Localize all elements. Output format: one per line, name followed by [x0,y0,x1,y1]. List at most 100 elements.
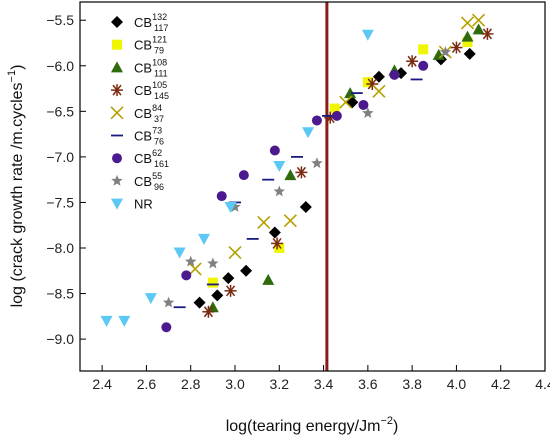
data-point [463,47,476,60]
x-tick-label: 3.8 [402,376,422,392]
data-point [331,110,342,121]
data-point [283,214,297,228]
data-point [198,233,210,245]
data-point [462,37,473,48]
legend-label: CB121 79 [134,35,167,56]
legend-marker [111,198,123,210]
y-tick-label: −6.0 [46,58,74,74]
data-point [311,115,322,126]
data-point [188,262,202,276]
data-point [211,289,224,302]
legend-marker [111,16,123,28]
legend-item: CB55 96 [111,171,164,192]
legend-item: CB62 161 [112,148,169,169]
x-tick-label: 4.2 [491,376,511,392]
series-5 [173,78,423,309]
data-point [216,191,227,202]
data-point [193,296,206,309]
data-points [100,13,494,333]
data-point [224,202,237,213]
data-point [460,16,475,30]
data-point [439,46,452,57]
legend-item: CB108 111 [111,57,168,78]
data-point [269,145,280,156]
data-point [207,277,218,288]
data-point [295,166,308,179]
series-8 [100,29,374,327]
legend-item: NR [111,197,153,212]
x-tick-label: 3.0 [225,376,245,392]
legend-marker [110,106,124,120]
series-7 [162,46,452,308]
y-tick-label: −5.5 [46,12,74,28]
data-point [257,215,271,230]
data-point [238,170,249,181]
legend-label: CB84 37 [134,103,164,124]
y-tick-label: −6.5 [46,103,74,119]
data-point [311,157,323,169]
data-point [144,293,157,305]
legend-item: CB73 76 [111,126,164,147]
data-point [362,107,374,119]
legend-item: CB84 37 [110,103,164,124]
x-tick-label: 3.2 [270,376,290,392]
plot-frame [79,1,546,372]
y-axis-title: log (crack growth rate /m.cycles−1) [6,65,26,308]
series-6 [161,60,429,333]
data-point [339,95,353,109]
data-point [472,23,485,35]
legend-label: CB108 111 [134,57,168,78]
data-point [274,243,285,253]
x-tick-label: 4.4 [535,376,550,392]
axis-ticks: 2.4 2.6 2.8 3.0 3.2 3.4 3.6 3.8 4.0 4.2 4.4 −5.5 −6.… [46,12,550,392]
legend-label: CB62 161 [134,148,169,169]
data-point [362,77,373,88]
data-point [273,185,285,197]
x-tick-label: 3.6 [358,376,378,392]
data-point [302,127,315,139]
x-tick-label: 2.4 [92,376,112,392]
data-point [268,226,281,239]
y-tick-label: −8.5 [46,286,74,302]
data-point [273,161,286,172]
x-tick-label: 4.0 [447,376,467,392]
data-point [299,201,312,213]
data-point [472,13,486,27]
data-point [228,245,242,260]
legend-item: CB132 117 [111,12,168,33]
data-point [418,60,429,71]
series-4 [188,13,486,276]
data-point [358,99,369,110]
legend-item: CB121 79 [112,35,167,56]
legend-marker [111,174,123,186]
series-1 [207,37,473,288]
data-point [361,29,374,41]
legend-marker [112,39,122,50]
data-point [181,270,192,281]
y-tick-label: −8.0 [46,240,74,256]
legend-label: CB55 96 [134,171,164,192]
data-point [329,103,340,114]
data-point [284,169,297,181]
data-point [240,264,253,277]
data-point [224,284,237,297]
data-point [481,27,494,40]
data-point [222,272,235,285]
legend-label: CB132 117 [134,12,168,33]
x-tick-label: 3.4 [314,376,334,392]
data-point [406,55,419,68]
data-point [100,315,113,327]
legend-label: CB105 145 [134,80,169,101]
x-tick-label: 2.8 [181,376,201,392]
data-point [229,201,241,212]
data-point [118,315,131,327]
legend-marker [112,153,122,164]
data-point [207,257,219,269]
data-point [432,48,445,60]
data-point [161,322,172,333]
data-point [344,87,357,99]
data-point [262,273,275,285]
y-tick-label: −7.5 [46,194,74,210]
